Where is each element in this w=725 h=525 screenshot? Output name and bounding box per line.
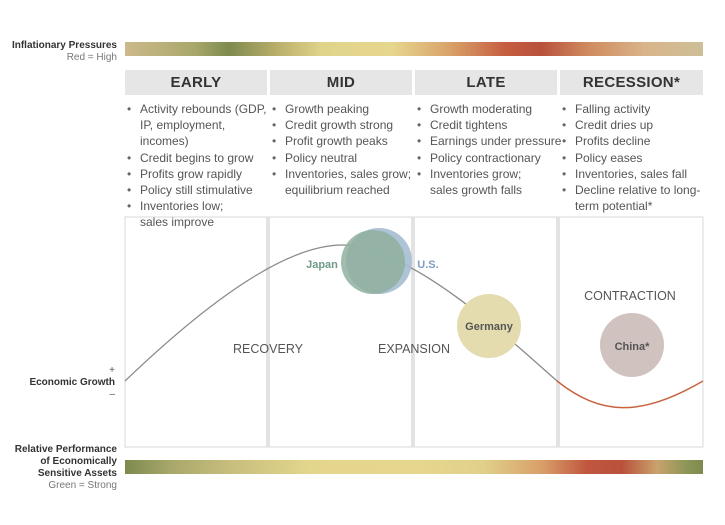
growth-plus-sign: +: [109, 365, 115, 376]
phase-bullets-mid: Growth peaking Credit growth strong Prof…: [272, 101, 414, 198]
bullet-item: Profit growth peaks: [272, 133, 414, 149]
performance-label-line3: Sensitive Assets: [37, 468, 117, 479]
bullet-item: Profits grow rapidly: [127, 166, 269, 182]
phase-bullets-early: Activity rebounds (GDP, IP, employment, …: [127, 101, 269, 231]
performance-legend: Relative Performance of Economically Sen…: [0, 444, 117, 492]
bullet-item: Credit tightens: [417, 117, 562, 133]
bullet-item: Decline relative to long-term potential*: [562, 182, 702, 214]
performance-sublabel: Green = Strong: [48, 480, 117, 491]
bullet-item: Policy neutral: [272, 150, 414, 166]
bullet-item: Growth peaking: [272, 101, 414, 117]
bullet-item: Credit dries up: [562, 117, 702, 133]
bullet-item: Earnings under pressure: [417, 133, 562, 149]
phase-header-recession: RECESSION*: [560, 70, 703, 95]
bullet-item: Policy contractionary: [417, 150, 562, 166]
economic-growth-label: Economic Growth: [29, 377, 115, 388]
bullet-item: Falling activity: [562, 101, 702, 117]
bullet-item: Profits decline: [562, 133, 702, 149]
us-label: U.S.: [417, 259, 438, 271]
performance-gradient-bar: [125, 460, 703, 474]
bullet-item: Inventories grow; sales growth falls: [417, 166, 545, 198]
china-label: China*: [615, 341, 651, 353]
region-label-expansion: EXPANSION: [378, 342, 450, 356]
bullet-item: Credit begins to grow: [127, 150, 269, 166]
japan-bubble: [341, 230, 405, 294]
phase-header-late: LATE: [415, 70, 557, 95]
performance-label-line2: of Economically: [40, 456, 117, 467]
region-label-contraction: CONTRACTION: [584, 289, 676, 303]
bullet-item: Inventories low; sales improve: [127, 198, 240, 230]
bullet-item: Activity rebounds (GDP, IP, employment, …: [127, 101, 269, 150]
germany-label: Germany: [465, 321, 514, 333]
inflation-gradient-bar: [125, 42, 703, 56]
inflation-label: Inflationary Pressures: [11, 40, 117, 51]
inflation-legend: Inflationary Pressures Red = High: [0, 40, 117, 64]
china-bubble: [600, 313, 664, 377]
bullet-item: Inventories, sales grow; equilibrium rea…: [272, 166, 414, 198]
bullet-item: Policy still stimulative: [127, 182, 269, 198]
phase-bullets-recession: Falling activity Credit dries up Profits…: [562, 101, 702, 214]
phase-divider: [556, 217, 560, 447]
bullet-item: Credit growth strong: [272, 117, 414, 133]
phase-divider: [411, 217, 415, 447]
growth-curve: [124, 244, 557, 382]
phase-header-early: EARLY: [125, 70, 267, 95]
bullet-item: Growth moderating: [417, 101, 562, 117]
bullet-item: Inventories, sales fall: [562, 166, 702, 182]
inflation-sublabel: Red = High: [66, 52, 117, 63]
bullet-item: Policy eases: [562, 150, 702, 166]
performance-label-line1: Relative Performance: [14, 444, 117, 455]
growth-minus-sign: –: [109, 389, 115, 400]
germany-bubble: [457, 294, 521, 358]
phase-header-mid: MID: [270, 70, 412, 95]
japan-label: Japan: [306, 259, 338, 271]
contraction-curve: [557, 379, 704, 409]
region-label-recovery: RECOVERY: [233, 342, 304, 356]
phase-divider: [266, 217, 270, 447]
phase-bullets-late: Growth moderating Credit tightens Earnin…: [417, 101, 562, 198]
